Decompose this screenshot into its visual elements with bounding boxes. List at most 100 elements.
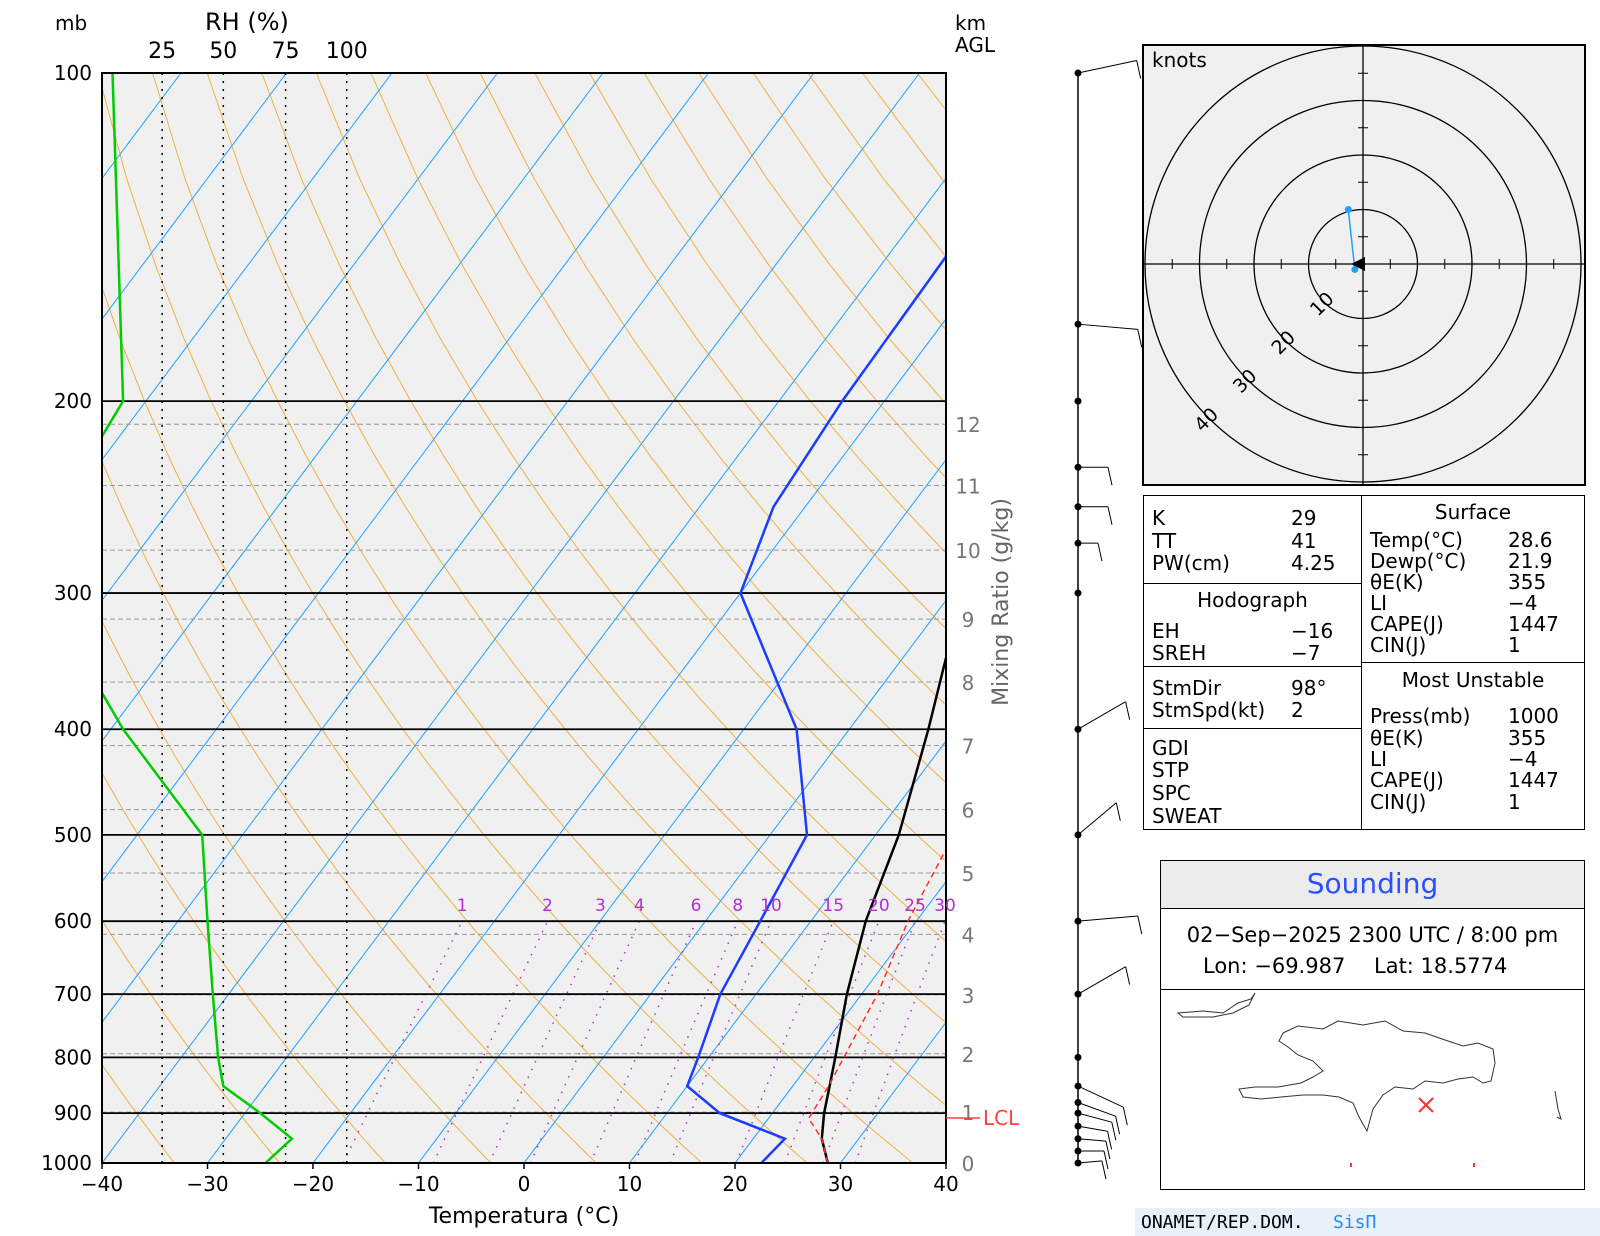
index-label: StmDir: [1152, 676, 1222, 700]
isotherm: [102, 73, 604, 742]
mixing-ratio-line: [854, 920, 946, 1163]
wind-barb: [1077, 60, 1137, 74]
mixing-ratio-line: [822, 920, 916, 1163]
wind-barb-flag: [1115, 1116, 1121, 1135]
mixing-ratio-label: 15: [822, 896, 844, 916]
hodograph-point: [1351, 265, 1359, 273]
x-tick-label: 10: [617, 1172, 642, 1196]
grid: [102, 73, 946, 1163]
km-tick-label: 11: [955, 474, 980, 498]
dry-adiabat: [589, 73, 946, 554]
footer: ONAMET/REP.DOM. SisΠ: [1135, 1208, 1600, 1236]
location-marker: [1418, 1097, 1434, 1113]
pressure-tick-label: 700: [54, 982, 92, 1006]
dry-adiabat: [370, 73, 946, 863]
dry-adiabat: [102, 285, 703, 1163]
dry-adiabat: [102, 1063, 175, 1163]
index-label: SPC: [1152, 781, 1191, 805]
divider: [1144, 728, 1361, 729]
hodograph-point: [1344, 206, 1352, 213]
km-label: km: [955, 11, 986, 35]
plot-background: [102, 73, 946, 1163]
indices-right-table: Surface Temp(°C) 28.6 Dewp(°C) 21.9 θE(K…: [1361, 495, 1585, 830]
sounding-lat: Lat: 18.5774: [1374, 954, 1507, 978]
dry-adiabat: [102, 460, 597, 1163]
surface-row-cape: CAPE(J): [1370, 612, 1444, 636]
index-value: 29: [1291, 506, 1317, 530]
index-value-stmdir: 98°: [1291, 676, 1326, 700]
index-value: −16: [1291, 619, 1334, 643]
rh-line: [102, 73, 294, 1163]
dry-adiabat: [206, 73, 946, 1106]
mixing-ratio-label: 10: [760, 896, 782, 916]
wind-profile: [1074, 60, 1143, 1180]
wind-barb: [1077, 802, 1117, 836]
index-value-stmspd: 2: [1291, 698, 1304, 722]
index-value-pw: 4.25: [1291, 551, 1336, 575]
isotherm: [734, 880, 946, 1163]
mu-value-cape: 1447: [1508, 768, 1559, 792]
x-tick-label: 30: [828, 1172, 853, 1196]
wind-barb: [1077, 966, 1126, 995]
section-title: Most Unstable: [1401, 668, 1545, 692]
km-tick-label: 3: [962, 984, 975, 1008]
mu-row-cape: CAPE(J): [1370, 768, 1444, 792]
sounding-lon: Lon: −69.987: [1203, 954, 1345, 978]
isotherm: [102, 73, 498, 602]
index-value: 2: [1291, 698, 1304, 722]
isotherm: [629, 740, 946, 1163]
index-value: 1: [1508, 790, 1521, 814]
wind-barb-flag: [1107, 1131, 1113, 1150]
index-label: EH: [1152, 619, 1180, 643]
footer-org: ONAMET/REP.DOM.: [1141, 1212, 1304, 1233]
index-value: 1447: [1508, 768, 1559, 792]
wind-barb-flag: [1107, 506, 1113, 525]
pressure-tick-label: 500: [54, 823, 92, 847]
index-label: CIN(J): [1370, 790, 1427, 814]
parcel-line: [807, 847, 946, 1163]
surface-value-temp: 28.6: [1508, 528, 1553, 552]
index-label: θE(K): [1370, 570, 1424, 594]
surface-value-cape: 1447: [1508, 612, 1559, 636]
wind-barb: [1077, 1125, 1108, 1132]
mixing-ratio-label: 3: [595, 896, 606, 916]
dry-adiabat: [152, 73, 914, 1163]
isotherm: [523, 599, 946, 1163]
x-tick-label: −20: [292, 1172, 334, 1196]
index-label: CAPE(J): [1370, 612, 1444, 636]
surface-value-thetae: 355: [1508, 570, 1546, 594]
wind-barb-flag: [1122, 1107, 1128, 1126]
surface-row-thetae: θE(K): [1370, 570, 1424, 594]
wind-barb-flag: [1107, 467, 1113, 486]
wind-barb-flag: [1103, 1150, 1109, 1170]
x-axis-title: Temperatura (°C): [428, 1204, 619, 1229]
index-row-eh: EH: [1152, 619, 1180, 643]
pressure-tick-label: 400: [54, 717, 92, 741]
km-tick-label: 0: [962, 1152, 975, 1176]
mu-value-thetae: 355: [1508, 726, 1546, 750]
index-row-stmdir: StmDir: [1152, 676, 1221, 700]
index-label: PW(cm): [1152, 551, 1230, 575]
wind-barb-flag: [1125, 701, 1131, 720]
index-value-eh: −16: [1291, 619, 1333, 643]
wind-level-dot: [1074, 1053, 1082, 1061]
datetime-text: 02−Sep−2025 2300 UTC / 8:00 pm: [1186, 923, 1559, 947]
km-tick-label: 1: [962, 1101, 975, 1125]
axes: −40 −30 −20 −10 0 10 20 30 401002003004005006007…: [41, 61, 981, 1196]
mu-value-press: 1000: [1508, 704, 1559, 728]
wind-level-dot: [1074, 589, 1082, 597]
wind-barb: [1077, 1112, 1112, 1123]
index-label: SREH: [1152, 641, 1207, 665]
dry-adiabat: [102, 919, 281, 1163]
index-label: Press(mb): [1370, 704, 1471, 728]
cuba-fragment: [1176, 992, 1256, 1018]
mu-row-thetae: θE(K): [1370, 726, 1424, 750]
isotherm: [102, 73, 287, 320]
isotherm: [102, 73, 393, 461]
mixing-ratio-label: 30: [934, 896, 956, 916]
mu-row-press: Press(mb): [1370, 704, 1470, 728]
index-row-stp: STP: [1152, 758, 1189, 782]
index-row-sweat: SWEAT: [1152, 804, 1221, 828]
